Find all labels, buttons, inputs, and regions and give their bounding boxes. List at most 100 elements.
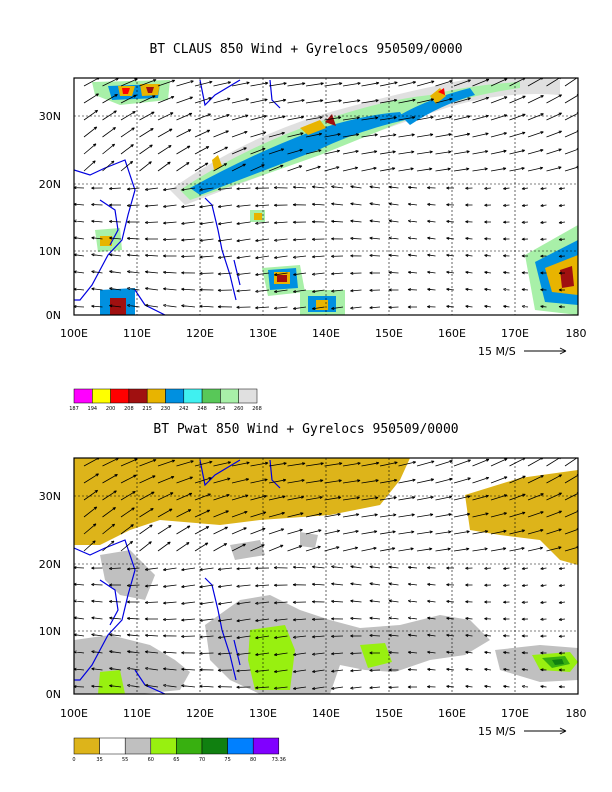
wind-vector-arrow [273,221,288,225]
wind-vector-arrow [83,109,99,121]
wind-vector-arrow [255,255,270,260]
wind-vector-arrow [273,566,288,570]
colorbar-label: 254 [216,406,226,412]
top-reference-vector-label: 15 M/S [478,345,516,358]
wind-vector-arrow [213,130,229,138]
wind-vector-arrow [163,304,177,308]
wind-vector-arrow [268,528,285,535]
wind-vector-arrow [503,271,510,275]
wind-vector-arrow [217,305,233,309]
wind-vector-arrow [199,684,214,688]
wind-vector-arrow [176,492,193,501]
wind-vector-arrow [503,186,510,190]
wind-vector-arrow [490,476,508,484]
wind-vector-arrow [194,542,209,552]
wind-vector-arrow [83,489,99,501]
wind-vector-arrow [236,601,251,606]
wind-vector-arrow [127,667,140,671]
wind-vector-arrow [453,512,471,518]
bottom-colorbar: 0 35 55 60 65 70 75 80 73.36 [72,737,286,763]
wind-vector-arrow [274,618,288,622]
wind-vector-arrow [217,668,233,672]
wind-vector-arrow [236,584,251,588]
wind-vector-arrow [139,161,152,172]
wind-vector-arrow [465,650,473,654]
wind-vector-arrow [540,668,547,672]
wind-vector-arrow [388,599,399,603]
wind-vector-arrow [231,511,248,518]
wind-vector-arrow [163,684,177,688]
wind-vector-arrow [199,601,214,606]
wind-vector-arrow [109,203,121,207]
wind-vector-arrow [540,617,547,621]
wind-vector-arrow [176,112,193,121]
wind-vector-arrow [435,513,452,518]
wind-vector-arrow [446,685,455,689]
wind-vector-arrow [361,166,377,172]
wind-vector-arrow [157,96,175,104]
wind-vector-arrow [162,254,177,258]
wind-vector-arrow [446,600,455,604]
wind-vector-arrow [509,529,526,535]
wind-vector-arrow [305,116,323,121]
wind-vector-arrow [527,113,544,121]
wind-vector-arrow [521,305,529,309]
wind-vector-arrow [465,304,473,308]
wind-vector-arrow [379,461,398,467]
wind-vector-arrow [503,617,510,621]
top-x-tick-170e: 170E [501,327,529,340]
wind-vector-arrow [331,599,344,603]
wind-vector-arrow [139,541,152,552]
wind-vector-arrow [324,496,342,501]
wind-vector-arrow [331,219,344,223]
wind-vector-arrow [217,272,233,276]
wind-vector-arrow [213,494,230,501]
wind-vector-arrow [342,496,360,501]
wind-vector-arrow [213,97,231,104]
wind-vector-arrow [416,167,433,172]
wind-vector-arrow [83,523,97,535]
wind-vector-arrow [311,600,325,604]
wind-vector-arrow [250,495,267,501]
wind-vector-arrow [139,111,155,121]
wind-vector-arrow [540,203,547,207]
wind-vector-arrow [139,475,156,484]
wind-vector-arrow [465,617,473,621]
wind-vector-arrow [521,237,529,241]
wind-vector-arrow [250,131,267,138]
wind-vector-arrow [446,236,455,240]
wind-vector-arrow [453,167,470,172]
wind-vector-arrow [331,669,344,673]
wind-vector-arrow [144,187,159,191]
colorbar-label: 75 [224,757,230,763]
wind-vector-arrow [144,204,159,208]
wind-vector-arrow [350,651,362,655]
wind-vector-arrow [157,145,172,155]
wind-vector-arrow [465,583,473,587]
wind-vector-arrow [361,116,379,121]
wind-vector-arrow [292,583,307,587]
wind-vector-arrow [199,221,214,226]
wind-vector-arrow [324,99,342,104]
wind-vector-arrow [416,460,435,467]
wind-vector-arrow [558,668,566,672]
wind-vector-arrow [350,219,362,223]
wind-vector-arrow [217,618,233,623]
wind-vector-arrow [199,635,214,639]
wind-vector-arrow [484,270,492,274]
wind-vector-arrow [509,131,526,138]
wind-vector-arrow [484,583,492,587]
wind-vector-arrow [503,304,510,308]
wind-vector-arrow [236,272,251,276]
colorbar-swatch [128,388,148,404]
wind-vector-arrow [388,633,399,637]
wind-vector-arrow [199,668,214,672]
wind-vector-arrow [181,601,196,605]
wind-vector-arrow [369,565,381,569]
wind-vector-arrow [527,529,544,535]
wind-vector-arrow [521,685,529,689]
wind-vector-arrow [398,547,414,552]
wind-vector-arrow [446,583,455,587]
wind-vector-arrow [521,254,529,258]
top-colorbar: 187 194 200 208 215 230 242 248 254 260 268 [69,388,262,412]
